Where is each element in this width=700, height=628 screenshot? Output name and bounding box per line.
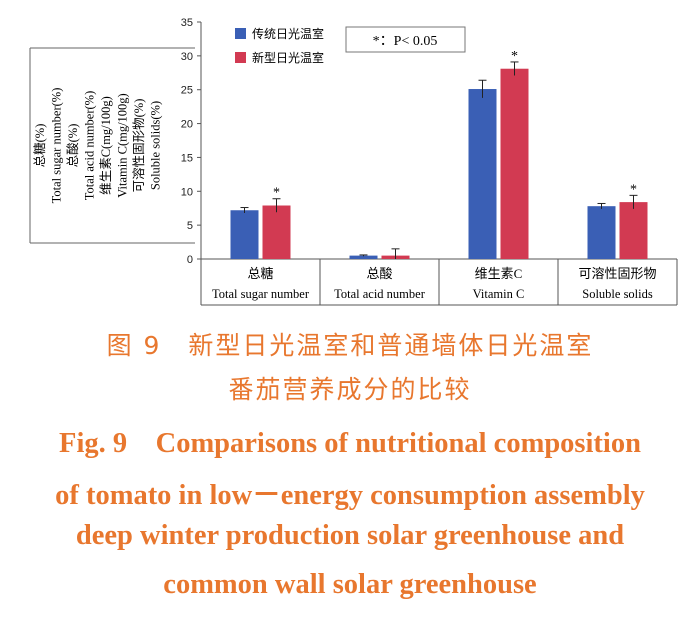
bar-traditional-3 (468, 89, 497, 259)
category-label-en: Total acid number (334, 287, 426, 301)
significance-note: *：P< 0.05 (345, 26, 466, 53)
bar-new-3 (500, 68, 529, 259)
legend-swatch-series-1 (235, 28, 246, 39)
category-label-zh: 维生素C (475, 266, 523, 281)
y-tick-label: 10 (181, 186, 193, 198)
y-tick-label: 30 (181, 51, 193, 63)
caption-zh-line-2: 番茄营养成分的比较 (228, 375, 472, 404)
y-tick-label: 20 (181, 119, 193, 131)
legend-swatch-series-2 (235, 52, 246, 63)
y-tick-label: 5 (187, 220, 193, 232)
y-tick-label: 35 (181, 17, 193, 29)
significance-note-box (345, 26, 466, 53)
legend: 传统日光温室 新型日光温室 (235, 26, 324, 65)
significance-note-text: *：P< 0.05 (373, 34, 438, 49)
y-axis-label-line: Soluble solids(%) (149, 101, 163, 190)
bars: * * * (230, 49, 648, 259)
y-axis-label-line: 维生素C(mg/100g) (99, 96, 113, 195)
caption-en-line-1: Fig. 9 Comparisons of nutritional compos… (59, 428, 641, 459)
y-tick-label: 0 (187, 254, 193, 266)
significance-marker: * (511, 49, 518, 64)
caption-zh-line-1: 图 9 新型日光温室和普通墙体日光温室 (106, 331, 594, 360)
legend-label-series-1: 传统日光温室 (252, 26, 324, 41)
bar-traditional-2 (349, 255, 378, 259)
caption-en-line-2: of tomato in low－energy consumption asse… (55, 480, 645, 511)
y-tick-label: 25 (181, 85, 193, 97)
category-table: 总糖 Total sugar number 总酸 Total acid number 维… (200, 259, 678, 306)
bar-new-4 (619, 202, 648, 259)
category-label-en: Soluble solids (582, 287, 653, 301)
legend-label-series-2: 新型日光温室 (252, 50, 324, 65)
category-label-zh: 总酸 (366, 266, 392, 281)
category-label-zh: 总糖 (247, 266, 273, 281)
y-axis-label-line: 总酸(%) (65, 124, 80, 168)
bar-new-1 (262, 205, 291, 259)
category-label-zh: 可溶性固形物 (578, 266, 656, 281)
significance-marker: * (630, 182, 637, 197)
y-axis-label-line: 总糖(%) (32, 124, 47, 168)
significance-marker: * (273, 186, 280, 201)
bar-traditional-4 (587, 206, 616, 259)
caption-en-line-3: deep winter production solar greenhouse … (75, 520, 625, 551)
y-axis-label: 总糖(%) Total sugar number(%) 总酸(%) Total aci… (32, 88, 163, 204)
y-axis-label-line: Total sugar number(%) (50, 88, 64, 204)
y-ticks: 0 5 10 15 20 25 30 35 (181, 17, 201, 266)
y-tick-label: 15 (181, 152, 193, 164)
category-label-en: Total sugar number (212, 287, 310, 301)
y-axis-label-line: Vitamin C(mg/100g) (116, 93, 130, 197)
caption-en-line-4: common wall solar greenhouse (163, 569, 537, 600)
bar-chart: 总糖(%) Total sugar number(%) 总酸(%) Total aci… (29, 17, 678, 306)
y-axis-label-line: 可溶性固形物(%) (131, 99, 146, 193)
category-label-en: Vitamin C (473, 287, 525, 301)
y-axis-label-line: Total acid number(%) (83, 91, 97, 201)
bar-traditional-1 (230, 210, 259, 259)
